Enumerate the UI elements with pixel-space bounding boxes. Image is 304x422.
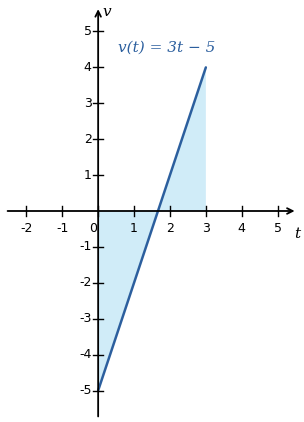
Polygon shape xyxy=(98,211,158,390)
Text: 2: 2 xyxy=(84,133,92,146)
Text: -3: -3 xyxy=(79,312,92,325)
Text: 4: 4 xyxy=(84,61,92,74)
Text: v: v xyxy=(103,5,112,19)
Text: v(t) = 3t − 5: v(t) = 3t − 5 xyxy=(118,41,215,55)
Text: 2: 2 xyxy=(166,222,174,235)
Text: 1: 1 xyxy=(84,169,92,181)
Text: -1: -1 xyxy=(56,222,68,235)
Text: 3: 3 xyxy=(202,222,210,235)
Text: 4: 4 xyxy=(238,222,246,235)
Text: 5: 5 xyxy=(84,25,92,38)
Text: 3: 3 xyxy=(84,97,92,110)
Text: -2: -2 xyxy=(79,276,92,289)
Text: 5: 5 xyxy=(274,222,282,235)
Text: -2: -2 xyxy=(20,222,33,235)
Polygon shape xyxy=(158,68,206,211)
Text: 0: 0 xyxy=(89,222,97,235)
Text: -1: -1 xyxy=(79,241,92,253)
Text: -4: -4 xyxy=(79,348,92,361)
Text: t: t xyxy=(294,227,300,241)
Text: -5: -5 xyxy=(79,384,92,397)
Text: 1: 1 xyxy=(130,222,138,235)
